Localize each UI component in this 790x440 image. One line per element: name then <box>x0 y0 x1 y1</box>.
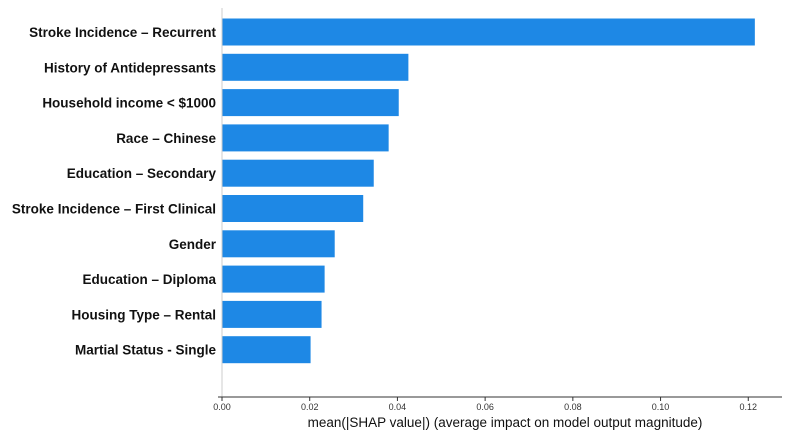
category-label: Education – Diploma <box>82 272 216 287</box>
bar <box>222 230 335 258</box>
bar <box>222 89 399 117</box>
bar <box>222 195 364 222</box>
category-labels-group: Stroke Incidence – Recurrent History of A… <box>12 25 217 358</box>
category-label: Gender <box>169 237 217 252</box>
bar <box>222 53 409 81</box>
x-tick-label: 0.00 <box>213 402 231 412</box>
bar <box>222 265 325 293</box>
bar <box>222 300 322 328</box>
category-label: Stroke Incidence – First Clinical <box>12 202 216 217</box>
x-tick-label: 0.04 <box>389 402 407 412</box>
category-label: Martial Status - Single <box>75 343 217 358</box>
category-label: Housing Type – Rental <box>71 307 216 322</box>
bar <box>222 336 311 364</box>
bars-group <box>222 18 755 364</box>
category-label: History of Antidepressants <box>44 60 216 75</box>
x-tick-label: 0.12 <box>739 402 757 412</box>
category-label: Stroke Incidence – Recurrent <box>29 25 216 40</box>
x-tick-label: 0.08 <box>564 402 582 412</box>
x-tick-label: 0.06 <box>476 402 494 412</box>
x-axis-label: mean(|SHAP value|) (average impact on mo… <box>308 415 703 430</box>
x-tick-label: 0.02 <box>301 402 319 412</box>
bar <box>222 159 374 187</box>
bar <box>222 124 389 152</box>
category-label: Race – Chinese <box>116 131 216 146</box>
bar <box>222 18 755 46</box>
category-label: Education – Secondary <box>67 166 217 181</box>
category-label: Household income < $1000 <box>42 96 216 111</box>
x-ticks-group: 0.00 0.02 0.04 0.06 0.08 0.10 0.12 <box>213 397 757 412</box>
x-tick-label: 0.10 <box>652 402 670 412</box>
